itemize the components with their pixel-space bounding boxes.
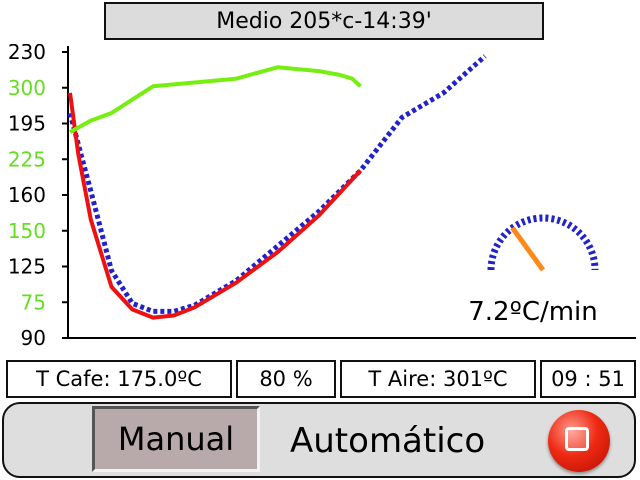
gauge-needle xyxy=(510,226,546,272)
air-temp-readout: T Aire: 301ºC xyxy=(340,360,536,398)
y-tick-label: 225 xyxy=(8,147,46,171)
elapsed-time-readout: 09 : 51 xyxy=(540,360,636,398)
y-tick-label: 300 xyxy=(8,76,46,100)
automatic-mode-button[interactable]: Automático xyxy=(290,421,486,461)
y-tick-label: 125 xyxy=(8,255,46,279)
gauge-rate-label: 7.2ºC/min xyxy=(468,297,598,327)
series-line-2 xyxy=(69,65,362,134)
y-tick-label: 230 xyxy=(8,44,46,64)
y-tick-label: 90 xyxy=(21,326,46,350)
manual-mode-button[interactable]: Manual xyxy=(92,406,260,472)
stop-button[interactable] xyxy=(548,410,610,472)
gauge-arc xyxy=(487,214,599,271)
roast-chart-svg: 230 300 195 225 160 150 125 75 90 7.2ºC/min xyxy=(8,44,636,350)
y-tick-label: 75 xyxy=(21,290,46,314)
y-tick-label: 160 xyxy=(8,183,46,207)
coffee-temp-readout: T Cafe: 175.0ºC xyxy=(6,360,232,398)
stop-square-icon xyxy=(565,427,589,451)
series-line-1 xyxy=(68,92,362,320)
y-tick-label: 195 xyxy=(8,112,46,136)
y-tick-label: 150 xyxy=(8,219,46,243)
roast-profile-title: Medio 205*c-14:39' xyxy=(104,2,544,40)
percent-readout: 80 % xyxy=(236,360,336,398)
roast-chart: 230 300 195 225 160 150 125 75 90 7.2ºC/min xyxy=(0,44,640,350)
series-line-0 xyxy=(67,54,487,314)
